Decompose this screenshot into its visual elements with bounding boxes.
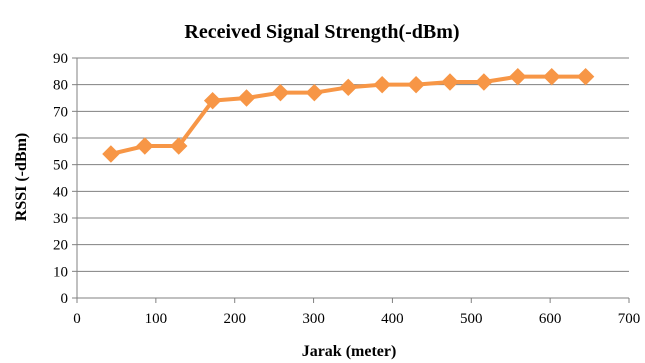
data-point-marker (509, 67, 527, 86)
data-point-marker (203, 91, 222, 110)
x-tick-label-200: 200 (223, 311, 246, 327)
x-tick-label-500: 500 (460, 311, 483, 327)
chart-title: Received Signal Strength(-dBm) (184, 21, 459, 43)
x-tick-label-300: 300 (302, 311, 325, 327)
y-tick-label-80: 80 (53, 78, 68, 94)
x-tick-label-100: 100 (145, 311, 168, 327)
data-point-marker (407, 75, 425, 94)
data-point-marker (441, 73, 459, 91)
axes (72, 57, 630, 303)
series (102, 67, 595, 163)
data-point-marker (339, 78, 357, 97)
y-tick-label-10: 10 (53, 264, 68, 280)
data-point-marker (237, 89, 256, 107)
y-tick-label-40: 40 (53, 184, 68, 200)
data-point-marker (102, 145, 120, 163)
x-axis-title: Jarak (meter) (302, 343, 397, 360)
data-point-marker (305, 83, 324, 102)
data-point-marker (170, 137, 188, 155)
y-tick-label-60: 60 (53, 131, 68, 147)
y-tick-label-0: 0 (61, 291, 69, 307)
x-tick-label-700: 700 (618, 311, 641, 327)
x-tick-label-0: 0 (73, 311, 81, 327)
x-tick-label-600: 600 (539, 311, 562, 327)
y-tick-label-50: 50 (53, 158, 68, 174)
data-point-marker (475, 73, 493, 91)
y-axis-title: RSSI (-dBm) (13, 133, 30, 221)
data-point-marker (271, 83, 290, 102)
gridlines (77, 57, 629, 272)
y-tick-label-20: 20 (53, 238, 68, 254)
y-tick-label-90: 90 (53, 51, 68, 67)
data-point-marker (576, 67, 595, 86)
tick-labels: 0 10 20 30 40 50 60 70 80 90 0 100 200 300 400 500 600 70… (53, 51, 640, 327)
x-tick-label-400: 400 (381, 311, 404, 327)
y-tick-label-70: 70 (53, 104, 68, 120)
y-tick-label-30: 30 (53, 211, 68, 227)
data-point-marker (543, 67, 561, 86)
data-point-marker (136, 137, 154, 155)
data-point-marker (373, 75, 391, 94)
